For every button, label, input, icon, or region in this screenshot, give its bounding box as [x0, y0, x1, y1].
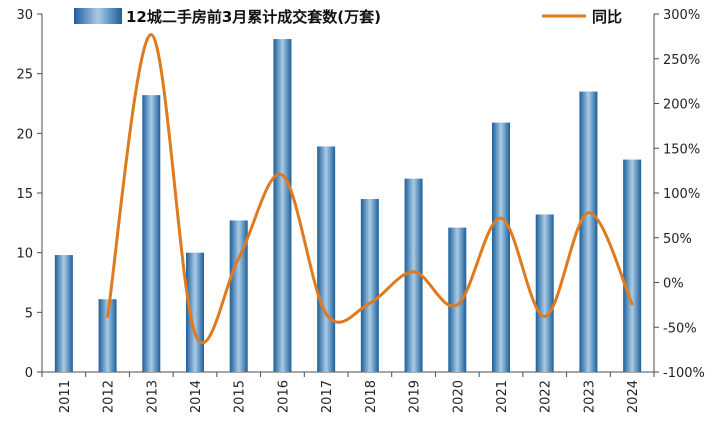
y-right-tick-label: -100%	[663, 366, 705, 381]
bar	[448, 227, 467, 372]
x-tick-label: 2019	[408, 380, 423, 413]
bar	[535, 214, 554, 372]
y-left-tick-label: 25	[16, 68, 33, 83]
y-left-tick-label: 5	[25, 306, 33, 321]
y-right-tick-label: 150%	[663, 142, 700, 157]
bar	[98, 299, 117, 372]
x-tick-label: 2022	[539, 380, 554, 413]
x-tick-label: 2011	[58, 380, 73, 413]
bar	[623, 159, 642, 372]
legend-line-label: 同比	[592, 8, 622, 26]
x-tick-label: 2023	[582, 380, 597, 413]
bar	[317, 146, 336, 372]
y-right-tick-label: 200%	[663, 98, 700, 113]
bar	[54, 255, 73, 372]
y-right-tick-label: 250%	[663, 53, 700, 68]
x-tick-label: 2014	[189, 380, 204, 413]
x-tick-label: 2024	[626, 380, 641, 413]
x-tick-label: 2018	[364, 380, 379, 413]
bar	[492, 122, 510, 373]
x-tick-label: 2016	[276, 380, 291, 413]
bar	[273, 39, 292, 373]
y-left-tick-label: 20	[16, 127, 33, 142]
yoy-line	[106, 33, 634, 345]
x-tick-label: 2015	[233, 380, 248, 413]
bar	[142, 95, 161, 372]
y-right-tick-label: 50%	[663, 232, 692, 247]
legend-bar-label: 12城二手房前3月累计成交套数(万套)	[126, 8, 381, 26]
y-right-tick-label: 0%	[663, 277, 684, 292]
bar	[360, 198, 379, 372]
y-left-tick-label: 30	[16, 8, 33, 23]
x-tick-label: 2017	[320, 380, 335, 413]
y-left-tick-label: 15	[16, 187, 33, 202]
y-left-tick-label: 0	[25, 366, 33, 381]
bar	[404, 178, 423, 372]
x-tick-label: 2013	[145, 380, 160, 413]
legend-bar-swatch	[74, 8, 122, 24]
x-tick-label: 2021	[495, 380, 510, 413]
y-right-tick-label: 300%	[663, 8, 700, 23]
legend: 12城二手房前3月累计成交套数(万套) 同比	[74, 8, 622, 26]
y-right-tick-label: -50%	[663, 321, 697, 336]
y-right-tick-label: 100%	[663, 187, 700, 202]
x-tick-label: 2020	[451, 380, 466, 413]
y-left-tick-label: 10	[16, 247, 33, 262]
plot-area: 0 5 10 15 20 25 30 -100% -50% 0% 50% 100% 150% 200% 25…	[16, 8, 704, 413]
bar	[579, 91, 598, 373]
bar	[229, 220, 248, 372]
x-tick-label: 2012	[102, 380, 117, 413]
